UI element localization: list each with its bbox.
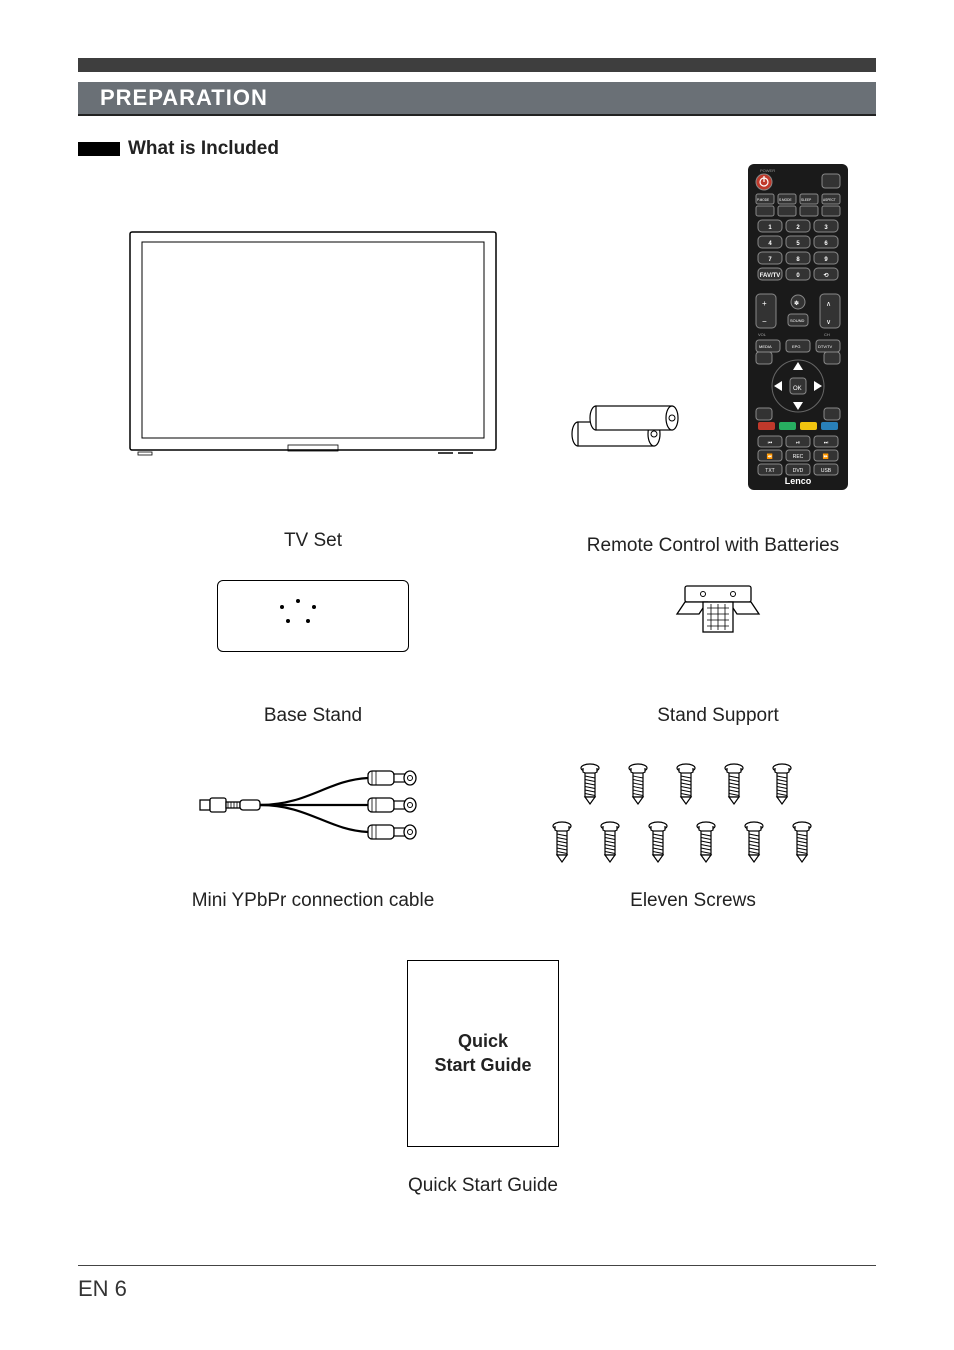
svg-text:⏭: ⏭ <box>824 440 829 446</box>
tv-illustration <box>128 230 498 460</box>
svg-text:USB: USB <box>821 468 832 474</box>
svg-text:+: + <box>762 299 767 308</box>
svg-text:POWER: POWER <box>760 168 775 173</box>
svg-text:✽: ✽ <box>794 300 799 307</box>
standsupport-illustration <box>673 580 763 650</box>
page-footer: EN 6 <box>78 1265 876 1302</box>
svg-text:⏮: ⏮ <box>768 440 773 446</box>
svg-text:FAV/TV: FAV/TV <box>760 273 781 279</box>
remote-illustration: POWER P.MODES.MODESLEEPASPECT 123456789F… <box>548 160 878 500</box>
item-remote: POWER P.MODES.MODESLEEPASPECT 123456789F… <box>548 160 878 505</box>
cable-illustration <box>198 760 428 850</box>
caption-standsupport: Stand Support <box>578 705 858 727</box>
item-tv <box>128 230 498 465</box>
caption-qsg: Quick Start Guide <box>378 1175 588 1197</box>
svg-text:∧: ∧ <box>826 301 831 308</box>
qsg-line1: Quick <box>458 1030 508 1053</box>
qsg-line2: Start Guide <box>434 1054 531 1077</box>
remote-brand: Lenco <box>785 476 812 486</box>
svg-text:TXT: TXT <box>765 468 774 474</box>
section-title: PREPARATION <box>100 85 268 111</box>
caption-cable: Mini YPbPr connection cable <box>138 890 488 912</box>
page: PREPARATION What is Included TV Set <box>0 0 954 1350</box>
caption-remote: Remote Control with Batteries <box>548 535 878 557</box>
svg-text:ASPECT: ASPECT <box>823 198 836 202</box>
svg-text:CH: CH <box>824 332 830 337</box>
basestand-illustration <box>217 580 409 652</box>
svg-text:REC: REC <box>793 454 804 460</box>
svg-text:⏯: ⏯ <box>796 440 800 446</box>
svg-text:SOUND: SOUND <box>790 318 805 323</box>
item-screws <box>508 760 878 870</box>
svg-text:DTV/TV: DTV/TV <box>818 344 833 349</box>
svg-text:OK: OK <box>793 386 802 392</box>
section-header: PREPARATION <box>78 82 876 116</box>
svg-text:−: − <box>762 317 767 326</box>
caption-screws: Eleven Screws <box>508 890 878 912</box>
item-qsg: Quick Start Guide <box>378 960 588 1147</box>
caption-tv: TV Set <box>128 530 498 552</box>
screws-illustration <box>533 760 853 870</box>
top-bar <box>78 58 876 72</box>
svg-text:SLEEP: SLEEP <box>801 198 811 202</box>
caption-basestand: Base Stand <box>158 705 468 727</box>
svg-text:⏩: ⏩ <box>823 453 829 460</box>
page-number: EN 6 <box>78 1276 127 1301</box>
svg-text:VOL: VOL <box>758 332 767 337</box>
svg-text:⏪: ⏪ <box>767 453 773 460</box>
subheading-text: What is Included <box>128 138 279 160</box>
svg-text:P.MODE: P.MODE <box>757 198 769 202</box>
content-grid: TV Set <box>78 160 876 1210</box>
qsg-illustration: Quick Start Guide <box>407 960 559 1147</box>
svg-text:MEDIA: MEDIA <box>759 344 772 349</box>
svg-text:S.MODE: S.MODE <box>779 198 792 202</box>
item-standsupport <box>578 580 858 650</box>
svg-text:∨: ∨ <box>826 319 831 326</box>
item-cable <box>138 760 488 850</box>
subheading-row: What is Included <box>78 138 876 160</box>
subheading-marker <box>78 142 120 156</box>
svg-text:DVD: DVD <box>793 468 804 474</box>
svg-text:EPG: EPG <box>792 344 800 349</box>
item-basestand <box>158 580 468 652</box>
